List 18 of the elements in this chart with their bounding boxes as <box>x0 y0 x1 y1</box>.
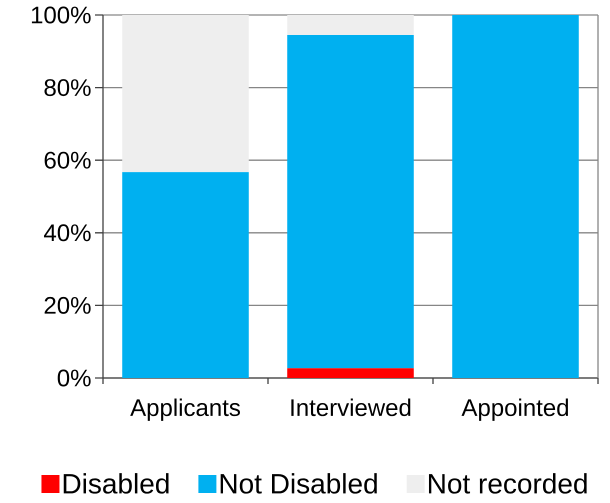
x-tick-label: Applicants <box>130 398 240 421</box>
bar <box>452 14 579 378</box>
y-tick-label: 0% <box>58 369 91 386</box>
y-tick-label: 20% <box>44 296 91 314</box>
y-tick-label: 40% <box>44 224 91 242</box>
bar <box>122 14 249 172</box>
x-tick-label: Interviewed <box>291 398 410 416</box>
legend-label: Not Disabled <box>220 473 377 494</box>
x-tick-label: Appointed <box>462 398 568 421</box>
y-tick-label: 80% <box>44 79 91 96</box>
bar <box>122 172 249 378</box>
legend-label: Disabled <box>64 473 169 494</box>
y-tick-label: 60% <box>44 152 91 169</box>
bar <box>287 34 414 368</box>
bar <box>287 14 414 35</box>
bar <box>287 368 414 378</box>
y-tick-label: 100% <box>32 6 91 24</box>
legend-label: Not recorded <box>428 473 587 494</box>
